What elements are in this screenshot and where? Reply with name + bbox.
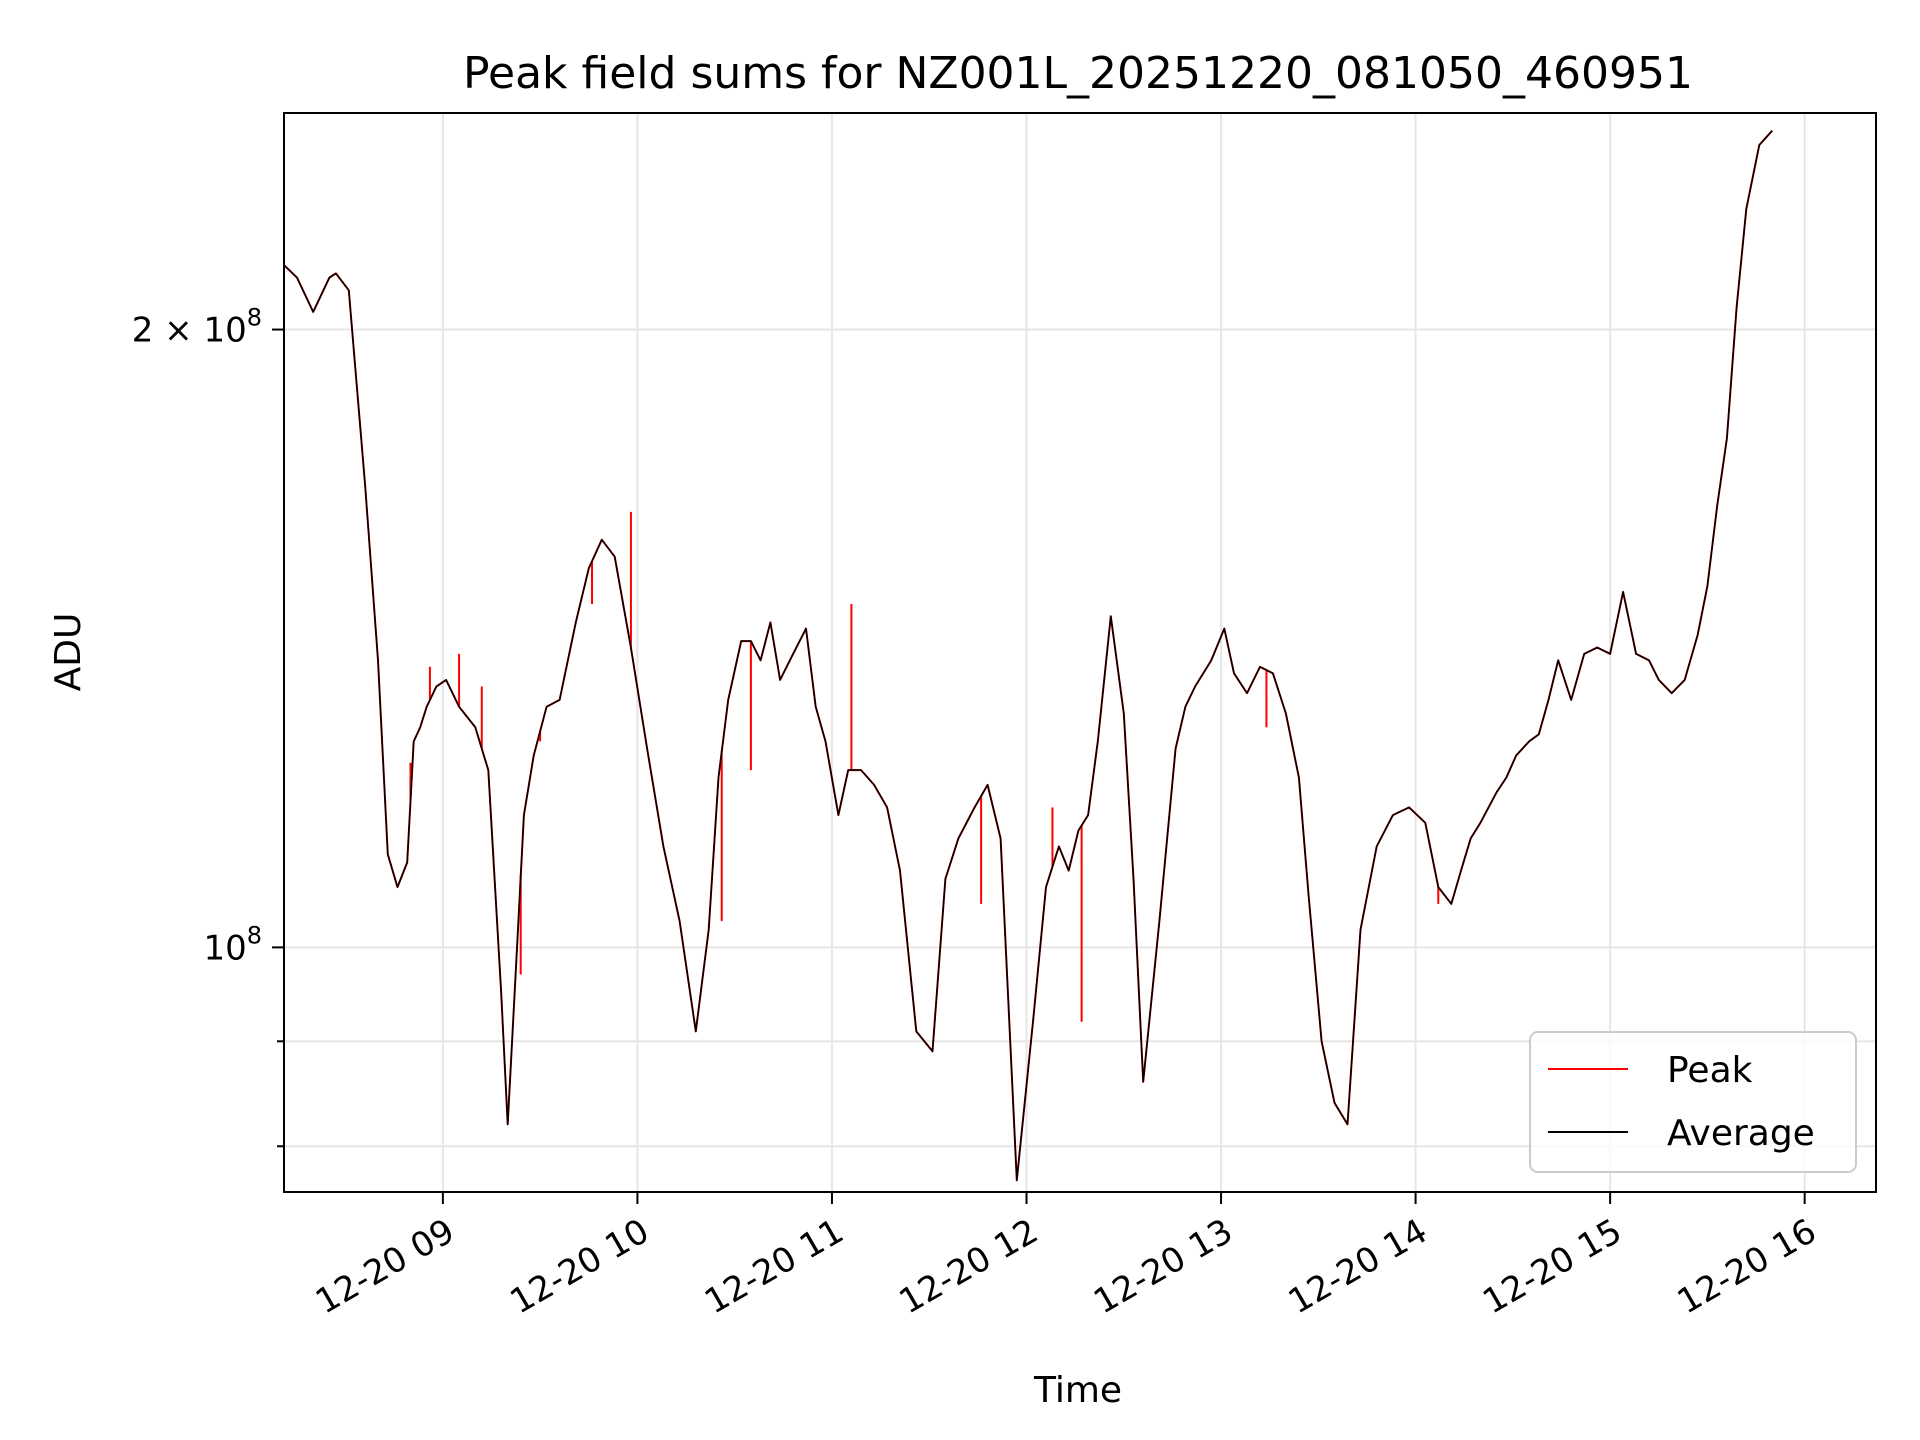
legend-box: [1529, 1031, 1857, 1173]
x-tick-label: 12-20 09: [309, 1211, 461, 1322]
plot-frame: [283, 112, 1877, 1193]
plot-area: [283, 130, 1773, 1182]
x-tick-label: 12-20 12: [893, 1211, 1045, 1322]
x-tick-label: 12-20 13: [1087, 1211, 1239, 1322]
legend-label-average: Average: [1667, 1113, 1815, 1154]
y-axis: 108 2 × 108: [132, 304, 284, 1148]
grid: [284, 113, 1876, 1192]
y-axis-label: ADU: [48, 613, 89, 692]
legend-label-peak: Peak: [1667, 1050, 1753, 1091]
x-tick-label: 12-20 15: [1476, 1211, 1628, 1322]
y-tick-label: 108: [203, 921, 262, 968]
x-axis-label: Time: [1033, 1370, 1122, 1411]
x-tick-label: 12-20 10: [504, 1211, 656, 1322]
y-tick-label: 2 × 108: [132, 304, 262, 351]
chart-title: Peak field sums for NZ001L_20251220_0810…: [463, 48, 1693, 99]
legend: Peak Average: [1529, 1031, 1857, 1173]
x-tick-label: 12-20 16: [1671, 1211, 1823, 1322]
x-tick-label: 12-20 14: [1282, 1211, 1434, 1322]
x-axis: 12-20 09 12-20 10 12-20 11 12-20 12 12-20 13…: [309, 1192, 1823, 1322]
series-line-peak: [283, 130, 1773, 1182]
series-line-average: [283, 130, 1773, 1182]
x-tick-label: 12-20 11: [698, 1211, 850, 1322]
